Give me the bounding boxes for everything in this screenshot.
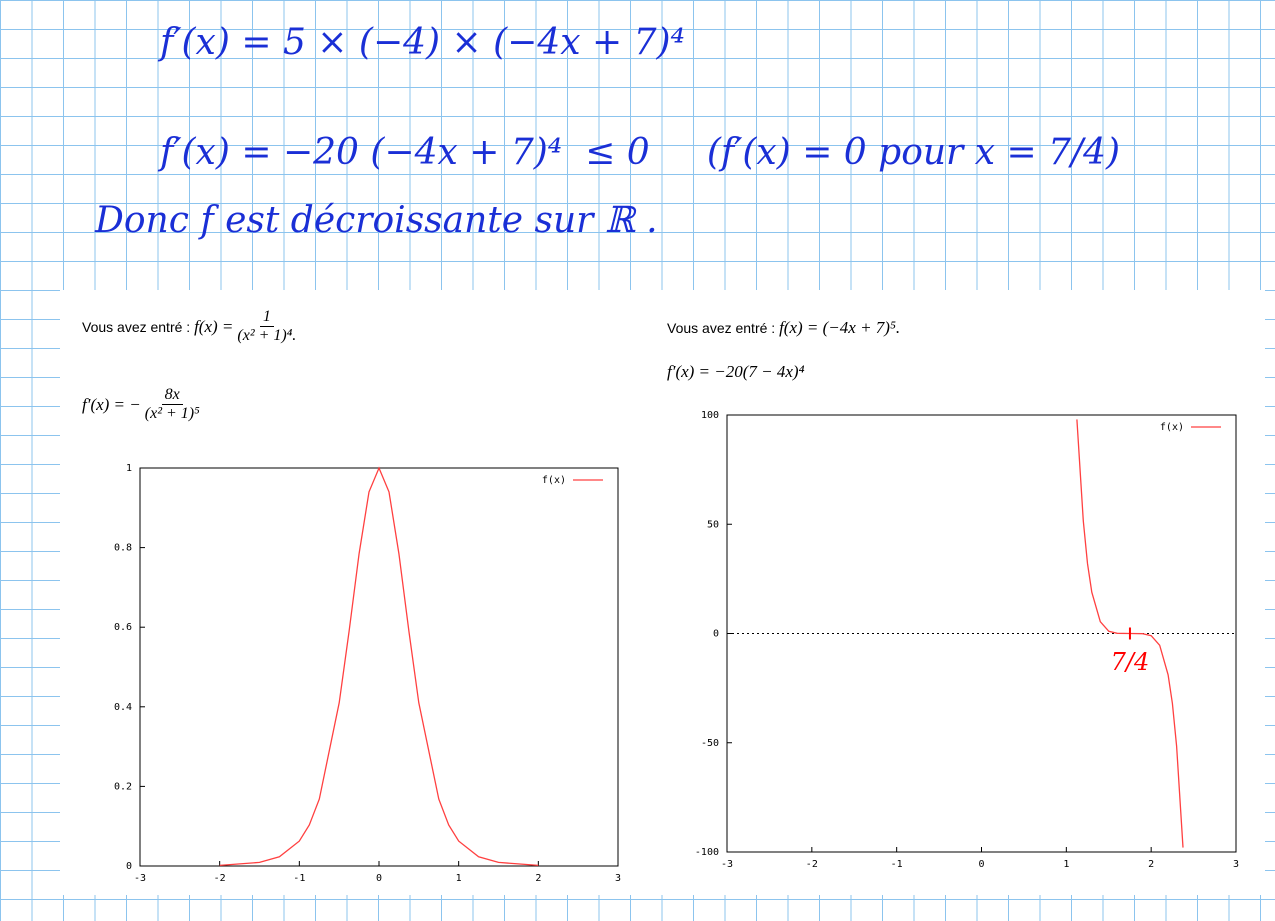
left-derivative: f′(x) = − 8x (x² + 1)⁵ [82, 386, 204, 423]
plot-frame [139, 467, 619, 867]
y-tick-label: 0 [126, 861, 132, 872]
x-tick-label: 2 [535, 873, 541, 884]
right-derivative: f′(x) = −20(7 − 4x)⁴ [667, 362, 805, 382]
fraction: 8x (x² + 1)⁵ [145, 386, 200, 423]
left-function: Vous avez entré : f(x) = 1 (x² + 1)⁴. [82, 308, 300, 345]
note-line: f′(x) = 5 × (−4) × (−4x + 7)⁴ [160, 22, 685, 63]
x-tick-label: -1 [293, 873, 305, 884]
y-tick-label: 50 [707, 519, 719, 530]
denominator: (x² + 1)⁴. [237, 327, 297, 344]
x-tick-label: -1 [891, 859, 903, 870]
numerator: 1 [259, 308, 274, 327]
y-tick-label: -50 [701, 738, 719, 749]
intro: Vous avez entré : [82, 318, 195, 335]
x-tick-label: -3 [721, 859, 733, 870]
x-tick-label: 3 [615, 873, 621, 884]
y-tick-label: 0.2 [114, 781, 132, 792]
fraction: 1 (x² + 1)⁴. [237, 308, 296, 345]
numerator: 8x [161, 386, 183, 405]
x-tick-label: 2 [1148, 859, 1154, 870]
derivative: f′(x) = −20(7 − 4x)⁴ [667, 362, 805, 381]
x-tick-label: -3 [134, 873, 146, 884]
x-tick-label: 0 [376, 873, 382, 884]
note-line: Donc f est décroissante sur ℝ . [95, 200, 658, 241]
x-tick-label: 3 [1233, 859, 1239, 870]
y-tick-label: 0.8 [114, 543, 132, 554]
x-tick-label: -2 [214, 873, 226, 884]
denominator: (x² + 1)⁵ [144, 405, 200, 422]
right-function: Vous avez entré : f(x) = (−4x + 7)⁵. [667, 318, 900, 338]
y-tick-label: 0 [713, 629, 719, 640]
y-tick-label: 1 [126, 463, 132, 474]
note-line: f′(x) = −20 (−4x + 7)⁴ ≤ 0 (f′(x) = 0 po… [160, 132, 1121, 173]
y-tick-label: 100 [701, 410, 719, 421]
x-tick-label: -2 [806, 859, 818, 870]
function-lhs: f(x) = [194, 316, 234, 336]
screenshot-panel [60, 290, 1265, 895]
y-tick-label: 0.6 [114, 622, 132, 633]
series-line [219, 466, 539, 867]
x-tick-label: 0 [978, 859, 984, 870]
x-tick-label: 1 [456, 873, 462, 884]
x-tick-label: 1 [1063, 859, 1069, 870]
annotation: 7/4 [1111, 648, 1150, 676]
function: f(x) = (−4x + 7)⁵. [779, 318, 901, 337]
y-tick-label: 0.4 [114, 702, 132, 713]
derivative-lhs: f′(x) = − [82, 394, 141, 414]
legend-label: f(x) [1160, 422, 1184, 433]
intro: Vous avez entré : [667, 320, 780, 336]
y-tick-label: -100 [695, 847, 719, 858]
legend-label: f(x) [542, 475, 566, 486]
